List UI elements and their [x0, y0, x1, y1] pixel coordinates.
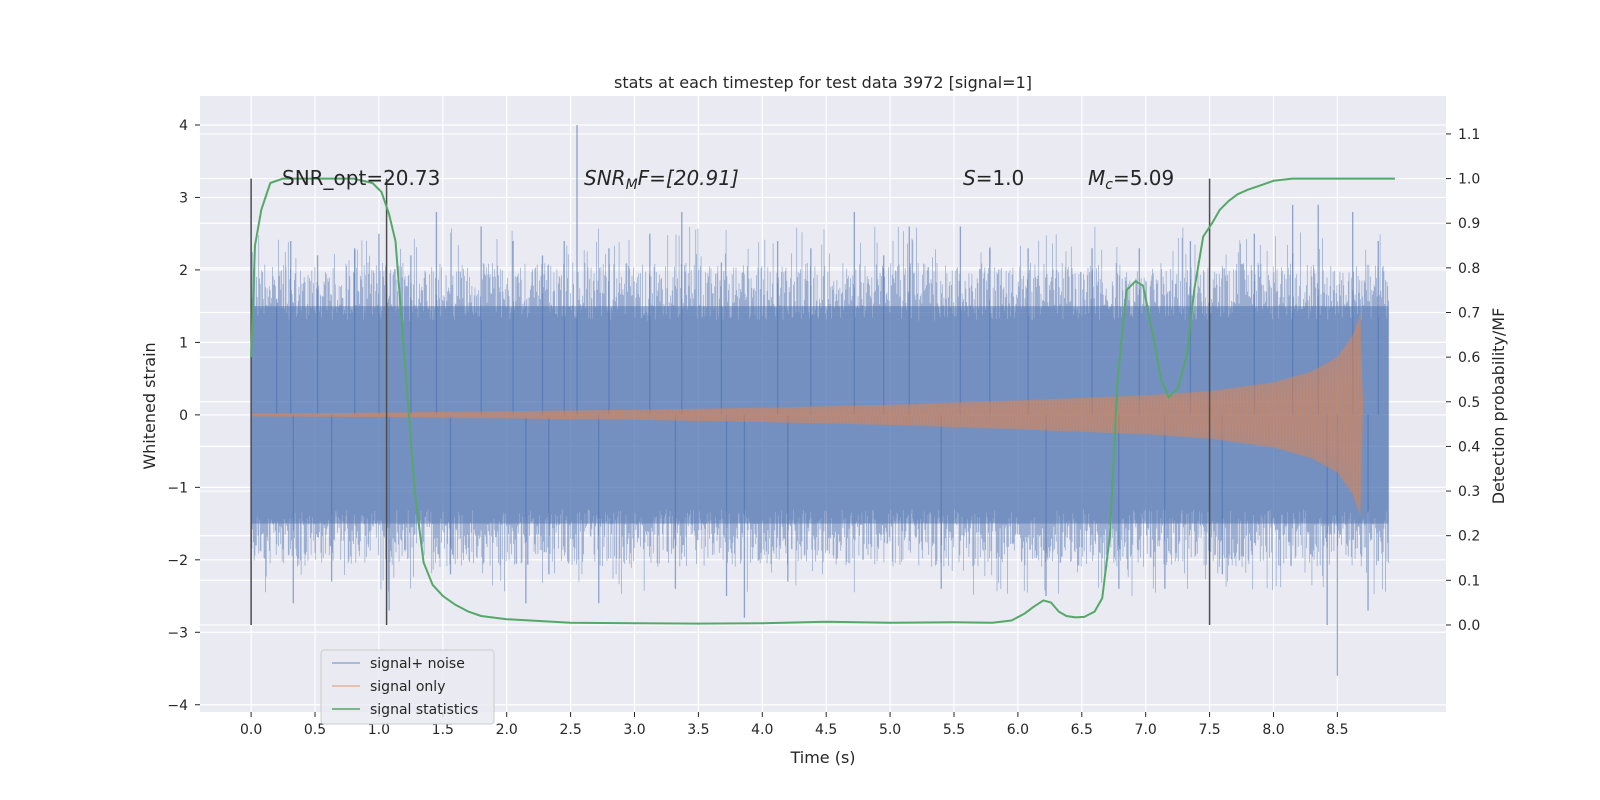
- legend-label-signal: signal only: [370, 679, 445, 695]
- x-tick-label: 0.5: [304, 722, 326, 738]
- legend: signal+ noise signal only signal statist…: [320, 649, 495, 725]
- legend-box: [320, 649, 495, 725]
- legend-label-stats: signal statistics: [370, 702, 478, 718]
- legend-label-noise: signal+ noise: [370, 656, 465, 672]
- y-left-tick-label: −1: [167, 480, 188, 496]
- x-tick-label: 6.0: [1007, 722, 1029, 738]
- y-right-tick-label: 0.2: [1458, 529, 1480, 545]
- annotation-snr-mf-rest: F=[20.91]: [638, 166, 739, 190]
- annotation-snr-mf-subscript: M: [626, 177, 638, 193]
- annotation-s-value: =1.0: [976, 166, 1025, 190]
- signal-statistics-series: [250, 177, 1395, 625]
- x-tick-label: 5.5: [943, 722, 965, 738]
- annotation-snr-opt: SNR_opt=20.73: [282, 166, 440, 190]
- y-right-tick-label: 0.5: [1458, 395, 1480, 411]
- y-axis-right-label: Detection probability/MF: [1489, 308, 1508, 505]
- x-tick-label: 7.0: [1135, 722, 1157, 738]
- annotation-s-symbol: S: [963, 166, 976, 190]
- y-left-tick-label: 2: [179, 263, 188, 279]
- x-tick-label: 4.0: [751, 722, 773, 738]
- x-axis-label: Time (s): [789, 748, 855, 767]
- annotation-mc-value: =5.09: [1113, 166, 1174, 190]
- x-tick-label: 1.0: [368, 722, 390, 738]
- x-tick-label: 6.5: [1071, 722, 1093, 738]
- vertical-markers: [250, 178, 1211, 625]
- y-left-tick-label: −3: [167, 625, 188, 641]
- annotation-s: S=1.0: [963, 166, 1024, 190]
- y-axis-left-label: Whitened strain: [140, 342, 159, 469]
- x-tick-label: 7.5: [1198, 722, 1220, 738]
- signal-chirp: [250, 324, 1364, 510]
- y-left-tick-label: 3: [179, 190, 188, 206]
- x-tick-label: 8.5: [1326, 722, 1348, 738]
- y-right-tick-label: 1.1: [1458, 127, 1480, 143]
- y-right-tick-label: 0.0: [1458, 618, 1480, 634]
- x-tick-label: 1.5: [432, 722, 454, 738]
- y-right-tick-label: 0.3: [1458, 484, 1480, 500]
- y-axis-right-ticks: 0.0 0.1 0.2 0.3 0.4 0.5 0.6 0.7 0.8 0.9 1.0 1.1: [1446, 127, 1480, 634]
- y-right-tick-label: 1.0: [1458, 172, 1480, 188]
- y-right-tick-label: 0.8: [1458, 261, 1480, 277]
- signal-only-series: [250, 313, 1364, 517]
- x-tick-label: 5.0: [879, 722, 901, 738]
- y-right-tick-label: 0.7: [1458, 305, 1480, 321]
- annotation-snr-mf: SNRMF=[20.91]: [584, 166, 739, 193]
- signal-statistics-line: [250, 177, 1395, 625]
- x-tick-label: 4.5: [815, 722, 837, 738]
- annotation-snr-mf-symbol: SNR: [584, 166, 626, 190]
- chart-title: stats at each timestep for test data 397…: [614, 73, 1032, 92]
- x-tick-label: 2.0: [496, 722, 518, 738]
- annotation-mc: Mc=5.09: [1088, 166, 1174, 193]
- y-left-tick-label: −2: [167, 553, 188, 569]
- x-tick-label: 0.0: [240, 722, 262, 738]
- y-right-tick-label: 0.6: [1458, 350, 1480, 366]
- x-axis-ticks: 0.0 0.5 1.0 1.5 2.0 2.5 3.0 3.5 4.0 4.5 5.0 5.5 6.0 6…: [240, 712, 1349, 738]
- signal-envelope: [251, 313, 1363, 517]
- annotation-mc-subscript: c: [1105, 177, 1113, 193]
- y-left-tick-label: 4: [179, 118, 188, 134]
- x-tick-label: 2.5: [559, 722, 581, 738]
- x-tick-label: 8.0: [1262, 722, 1284, 738]
- y-right-tick-label: 0.9: [1458, 216, 1480, 232]
- y-left-tick-label: 0: [179, 408, 188, 424]
- x-tick-label: 3.5: [687, 722, 709, 738]
- y-right-tick-label: 0.1: [1458, 573, 1480, 589]
- y-left-tick-label: −4: [167, 698, 188, 714]
- y-right-tick-label: 0.4: [1458, 439, 1480, 455]
- x-tick-label: 3.0: [623, 722, 645, 738]
- y-left-tick-label: 1: [179, 335, 188, 351]
- annotation-mc-symbol: M: [1088, 166, 1105, 190]
- y-axis-left-ticks: 4 3 2 1 0 −1 −2 −3 −4: [167, 118, 200, 714]
